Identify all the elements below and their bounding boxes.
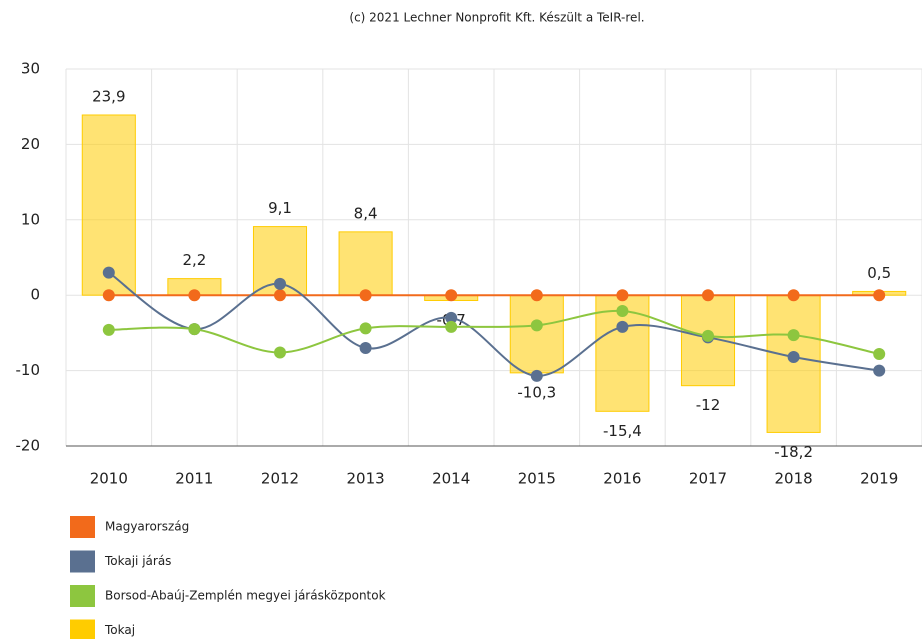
point (530, 289, 543, 302)
x-tick-label: 2015 (518, 470, 556, 488)
value-label: 2,2 (182, 251, 206, 269)
point (359, 341, 372, 354)
point (530, 369, 543, 382)
point (787, 351, 800, 364)
bar (509, 294, 564, 374)
x-tick-label: 2014 (432, 470, 470, 488)
point (102, 289, 115, 302)
x-tick-label: 2012 (261, 470, 299, 488)
value-label: 23,9 (92, 87, 125, 105)
point (530, 319, 543, 332)
point (274, 277, 286, 290)
legend-swatch (70, 619, 95, 639)
point (873, 289, 886, 302)
value-label: -15,4 (603, 422, 642, 440)
value-label: -18,2 (774, 443, 813, 461)
y-tick-label: -10 (16, 361, 41, 379)
value-label: -10,3 (517, 383, 556, 401)
value-label: 0,5 (867, 264, 891, 282)
y-tick-label: 10 (21, 210, 40, 228)
bar (338, 231, 393, 296)
point (274, 346, 286, 359)
y-tick-label: 20 (21, 135, 40, 153)
y-tick-label: -20 (16, 437, 41, 455)
chart-title: (c) 2021 Lechner Nonprofit Kft. Készült … (349, 11, 644, 25)
x-tick-label: 2016 (603, 470, 641, 488)
point (188, 323, 201, 336)
x-tick-label: 2013 (347, 470, 385, 488)
legend-swatch (70, 516, 95, 538)
point (445, 320, 458, 333)
point (359, 289, 372, 302)
point (616, 289, 629, 302)
point (787, 329, 800, 342)
point (873, 348, 886, 361)
bar (766, 294, 821, 433)
legend-label: Magyarország (105, 520, 189, 534)
point (787, 289, 800, 302)
legend-label: Tokaji járás (104, 554, 171, 568)
point (616, 305, 629, 318)
value-label: 9,1 (268, 199, 292, 217)
x-tick-label: 2010 (90, 470, 128, 488)
value-label: 8,4 (354, 204, 378, 222)
legend-label: Borsod-Abaúj-Zemplén megyei járásközpont… (105, 589, 386, 603)
x-tick-label: 2017 (689, 470, 727, 488)
point (702, 329, 714, 342)
legend-swatch (70, 585, 95, 607)
point (445, 289, 458, 302)
line (108, 309, 880, 355)
bar (81, 114, 136, 296)
point (445, 311, 458, 324)
value-label: -12 (696, 396, 721, 414)
point (188, 289, 201, 302)
point (702, 289, 714, 302)
x-tick-label: 2018 (775, 470, 813, 488)
point (274, 289, 286, 302)
line (108, 271, 880, 377)
legend-label: Tokaj (104, 623, 135, 637)
y-tick-label: 30 (21, 60, 40, 78)
legend-swatch (70, 550, 95, 573)
x-tick-label: 2011 (175, 470, 213, 488)
point (102, 266, 115, 279)
point (873, 364, 886, 377)
x-tick-label: 2019 (860, 470, 898, 488)
y-tick-label: 0 (30, 286, 40, 304)
point (102, 323, 115, 336)
point (616, 320, 629, 333)
point (359, 322, 372, 335)
